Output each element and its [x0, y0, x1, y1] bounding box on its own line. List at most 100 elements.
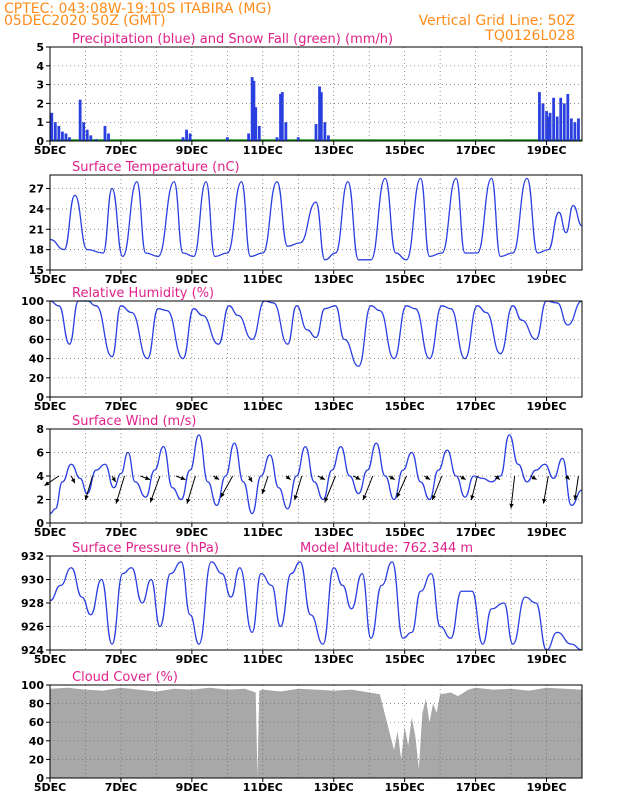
x-tick-label: 15DEC	[385, 400, 425, 413]
wind-arrowhead	[111, 477, 116, 482]
precip-bar	[61, 131, 64, 141]
precip-bar	[94, 139, 98, 141]
y-tick-label: 2	[36, 97, 44, 110]
precip-bar	[319, 92, 323, 141]
y-tick-label: 924	[21, 644, 44, 657]
precip-bar	[89, 135, 93, 141]
x-tick-label: 9DEC	[176, 144, 208, 157]
panel-frame	[49, 300, 583, 398]
cloud-area	[50, 687, 582, 778]
panel-title-cloud: Cloud Cover (%)	[72, 670, 178, 685]
y-tick-label: 27	[29, 183, 44, 196]
wind-arrowhead	[509, 503, 514, 509]
precip-bar	[85, 129, 89, 141]
x-tick-label: 13DEC	[314, 653, 354, 666]
precip-bar	[188, 133, 192, 141]
precip-bar	[323, 122, 327, 141]
precip-bar	[78, 99, 82, 141]
precip-bar	[50, 112, 54, 141]
panel-precip: 0 1 2 3 4 5 5DEC 7DEC 9DEC 11DEC 13DEC 15DEC 17DEC 19…	[34, 32, 583, 157]
wind-arrowhead	[494, 475, 500, 480]
precip-bar	[573, 122, 577, 141]
x-tick-label: 19DEC	[527, 144, 567, 157]
precip-bar	[559, 97, 563, 141]
wind-arrowhead	[115, 498, 120, 504]
precip-bar	[82, 122, 86, 141]
y-tick-label: 6	[36, 447, 44, 460]
y-tick-label: 80	[29, 698, 45, 711]
wind-arrowhead	[396, 492, 401, 498]
x-tick-label: 7DEC	[105, 781, 137, 794]
precip-bar	[318, 86, 321, 141]
x-tick-label: 15DEC	[385, 144, 425, 157]
x-tick-label: 13DEC	[314, 400, 354, 413]
panel-rh: 0 20 40 60 80 100 5DEC 7DEC 9DEC 11DEC 13DEC 15DEC 1…	[21, 286, 583, 413]
y-tick-label: 0	[36, 391, 44, 404]
precip-bar	[252, 80, 256, 141]
y-tick-label: 928	[21, 597, 44, 610]
x-tick-label: 5DEC	[34, 781, 66, 794]
panels: 0 1 2 3 4 5 5DEC 7DEC 9DEC 11DEC 13DEC 15DEC 17DEC 19…	[21, 32, 583, 794]
precip-bar	[107, 133, 110, 141]
precip-bar	[279, 94, 282, 141]
x-tick-label: 19DEC	[527, 653, 567, 666]
x-tick-label: 7DEC	[105, 400, 137, 413]
y-tick-label: 2	[36, 494, 44, 507]
wind-arrowhead	[425, 475, 431, 480]
x-tick-label: 7DEC	[105, 526, 137, 539]
wind-vector	[543, 475, 549, 504]
y-tick-label: 100	[21, 679, 44, 692]
y-tick-label: 3	[36, 79, 44, 92]
wind-arrowhead	[564, 474, 570, 480]
precip-bar	[314, 124, 318, 141]
precip-bar	[555, 116, 559, 141]
x-tick-label: 13DEC	[314, 781, 354, 794]
precip-bar	[247, 133, 251, 141]
y-tick-label: 24	[29, 203, 45, 216]
x-tick-label: 9DEC	[176, 273, 208, 286]
precip-bar	[577, 118, 580, 141]
x-tick-label: 13DEC	[314, 144, 354, 157]
wind-arrowhead	[70, 478, 75, 484]
y-tick-label: 5	[36, 41, 44, 54]
x-tick-label: 5DEC	[34, 400, 66, 413]
x-tick-label: 11DEC	[243, 781, 283, 794]
pressure-line	[49, 561, 583, 651]
wind-arrowhead	[214, 475, 220, 480]
wind-arrowhead	[186, 498, 191, 504]
y-tick-label: 8	[36, 423, 44, 436]
x-tick-label: 17DEC	[456, 400, 496, 413]
x-tick-label: 9DEC	[176, 653, 208, 666]
precip-bar	[57, 125, 61, 141]
panel-cloud: 0 20 40 60 80 100 5DEC 7DEC 9DEC 11DEC 13DEC 15DEC 1…	[21, 670, 583, 794]
panel-frame	[49, 174, 583, 271]
wind-arrowhead	[460, 475, 466, 480]
x-tick-label: 11DEC	[243, 526, 283, 539]
x-tick-label: 9DEC	[176, 781, 208, 794]
wind-arrowhead	[389, 475, 395, 480]
x-tick-label: 7DEC	[105, 653, 137, 666]
wind-arrowhead	[542, 498, 547, 504]
wind-arrowhead	[248, 477, 253, 482]
wind-arrowhead	[355, 475, 361, 480]
wind-arrowhead	[285, 475, 291, 480]
precip-bar	[552, 97, 556, 141]
x-tick-label: 7DEC	[105, 273, 137, 286]
y-tick-label: 0	[36, 135, 44, 148]
panel-frame	[49, 46, 583, 142]
wind-arrowhead	[470, 495, 475, 500]
y-tick-label: 40	[29, 735, 45, 748]
y-tick-label: 932	[21, 550, 44, 563]
precip-bar	[566, 94, 570, 141]
model-label: TQ0126L028	[484, 28, 575, 44]
precip-bar	[53, 122, 57, 141]
wind-vector	[149, 475, 161, 503]
temp-line	[49, 177, 583, 261]
x-tick-label: 17DEC	[456, 781, 496, 794]
panel-title-precip: Precipitation (blue) and Snow Fall (gree…	[72, 32, 393, 47]
precip-bar	[64, 133, 68, 141]
x-tick-label: 17DEC	[456, 144, 496, 157]
run-label: 05DEC2020 50Z (GMT)	[4, 13, 166, 29]
precip-bar	[181, 137, 185, 141]
